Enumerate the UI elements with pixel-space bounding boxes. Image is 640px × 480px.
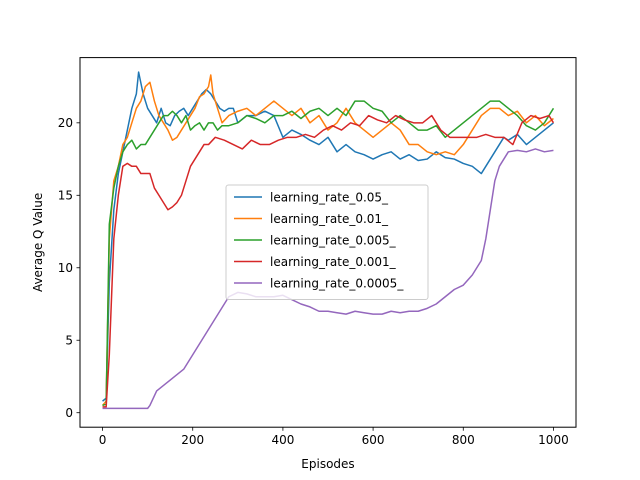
x-tick-label: 0 [99,433,107,447]
series-line-3 [102,114,555,408]
legend-label-3: learning_rate_0.001_ [270,255,397,269]
series-line-1 [101,74,554,406]
legend-label-1: learning_rate_0.01_ [270,212,389,226]
series-line-2 [102,100,555,407]
y-tick-label: 0 [65,406,73,420]
x-tick-label: 1000 [538,433,569,447]
x-axis: 0 200 400 600 800 1000 [99,427,569,447]
series-line-4 [102,148,554,410]
y-tick-label: 10 [58,261,73,275]
y-axis: 0 5 10 15 20 [58,116,80,420]
legend-label-0: learning_rate_0.05_ [270,190,389,204]
y-axis-label: Average Q Value [31,193,45,292]
legend-label-4: learning_rate_0.0005_ [270,276,404,290]
y-tick-label: 20 [58,116,73,130]
axes-frame [79,57,577,428]
y-tick-label: 5 [65,334,73,348]
legend-label-2: learning_rate_0.005_ [270,233,397,247]
series-line-0 [102,71,554,402]
plot-area [101,71,555,410]
y-tick-label: 15 [58,189,73,203]
legend: learning_rate_0.05_ learning_rate_0.01_le… [225,184,429,300]
x-tick-label: 600 [362,433,385,447]
x-axis-label: Episodes [301,457,354,471]
x-tick-label: 800 [452,433,475,447]
x-tick-label: 200 [181,433,204,447]
legend-box [225,184,429,300]
x-tick-label: 400 [271,433,294,447]
